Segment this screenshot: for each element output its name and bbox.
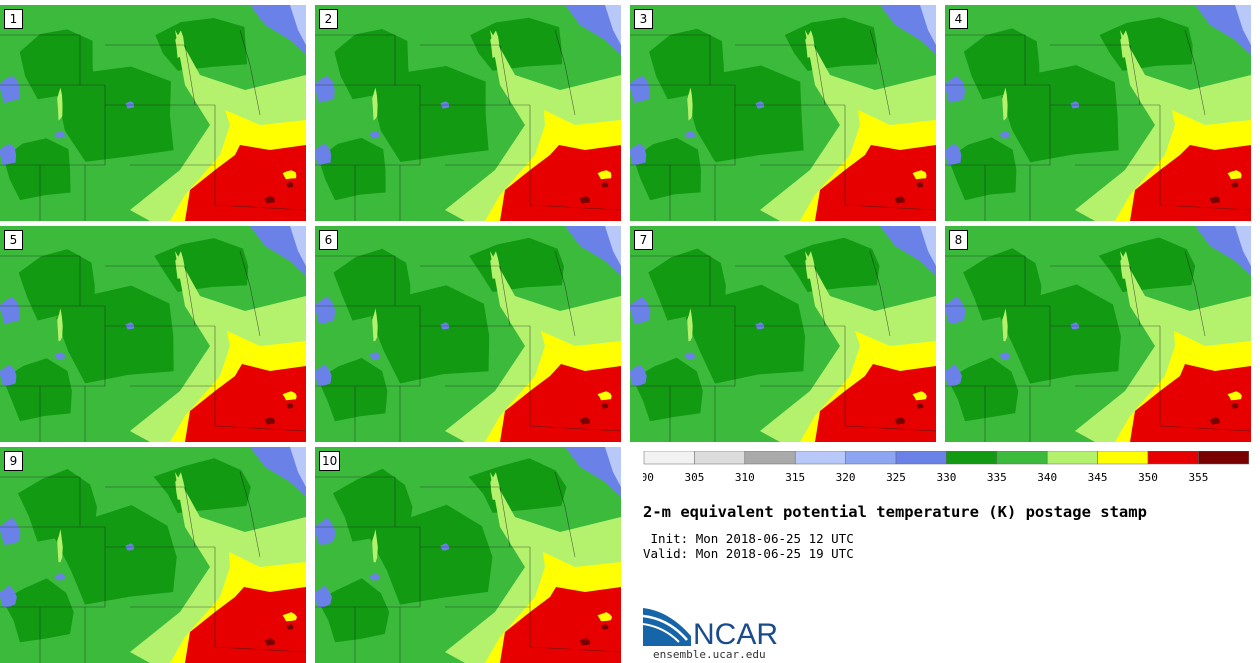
- member-panel-4: 4: [945, 5, 1251, 221]
- member-number: 6: [319, 230, 338, 250]
- theta-e-map: [0, 226, 306, 442]
- colorbar-tick-label: 310: [735, 471, 755, 484]
- colorbar-tick-label: 305: [684, 471, 704, 484]
- colorbar-bin: [694, 451, 746, 465]
- theta-e-map: [630, 5, 936, 221]
- theta-e-map: [0, 447, 306, 663]
- colorbar-bin: [1147, 451, 1199, 465]
- theta-e-map: [945, 5, 1251, 221]
- colorbar: 300 305 310 315 320 325 330 335 340 345 350 355: [643, 451, 1250, 484]
- member-number: 5: [4, 230, 23, 250]
- colorbar-tick-label: 325: [886, 471, 906, 484]
- colorbar-bin: [1046, 451, 1098, 465]
- member-panel-10: 10: [315, 447, 621, 663]
- colorbar-tick-label: 320: [836, 471, 856, 484]
- colorbar-bin: [845, 451, 897, 465]
- colorbar-tick-label: 315: [785, 471, 805, 484]
- member-number: 10: [319, 451, 341, 471]
- init-label: Init:: [643, 531, 689, 546]
- member-number: 4: [949, 9, 968, 29]
- colorbar-tick-label: 345: [1088, 471, 1108, 484]
- member-panel-9: 9: [0, 447, 306, 663]
- colorbar-tick-label: 355: [1188, 471, 1208, 484]
- init-line: Init: Mon 2018-06-25 12 UTC: [643, 531, 854, 546]
- colorbar-tick-label: 340: [1037, 471, 1057, 484]
- colorbar-tick-label: 335: [987, 471, 1007, 484]
- theta-e-map: [315, 5, 621, 221]
- colorbar-bin: [1198, 451, 1250, 465]
- member-panel-5: 5: [0, 226, 306, 442]
- colorbar-bin: [1097, 451, 1149, 465]
- member-panel-3: 3: [630, 5, 936, 221]
- logo-url: ensemble.ucar.edu: [653, 648, 766, 661]
- valid-label: Valid:: [643, 546, 689, 561]
- colorbar-bin: [996, 451, 1048, 465]
- theta-e-map: [945, 226, 1251, 442]
- ncar-logo: NCAR: [643, 608, 778, 650]
- theta-e-map: [630, 226, 936, 442]
- colorbar-tick-label: 330: [936, 471, 956, 484]
- theta-e-map: [0, 5, 306, 221]
- figure-title: 2-m equivalent potential temperature (K)…: [643, 503, 1147, 521]
- member-panel-7: 7: [630, 226, 936, 442]
- member-number: 1: [4, 9, 23, 29]
- member-number: 9: [4, 451, 23, 471]
- valid-line: Valid: Mon 2018-06-25 19 UTC: [643, 546, 854, 561]
- member-number: 3: [634, 9, 653, 29]
- theta-e-map: [315, 447, 621, 663]
- member-panel-8: 8: [945, 226, 1251, 442]
- valid-time: Mon 2018-06-25 19 UTC: [695, 546, 854, 561]
- colorbar-bin: [744, 451, 796, 465]
- colorbar-tick-label: 300: [643, 471, 654, 484]
- member-number: 8: [949, 230, 968, 250]
- colorbar-bin: [794, 451, 846, 465]
- colorbar-bin: [895, 451, 947, 465]
- theta-e-map: [315, 226, 621, 442]
- logo-text: NCAR: [693, 618, 778, 650]
- member-number: 7: [634, 230, 653, 250]
- member-panel-1: 1: [0, 5, 306, 221]
- colorbar-bin: [946, 451, 998, 465]
- colorbar-tick-label: 350: [1138, 471, 1158, 484]
- member-number: 2: [319, 9, 338, 29]
- member-panel-6: 6: [315, 226, 621, 442]
- member-panel-2: 2: [315, 5, 621, 221]
- colorbar-bin: [643, 451, 695, 465]
- init-time: Mon 2018-06-25 12 UTC: [695, 531, 854, 546]
